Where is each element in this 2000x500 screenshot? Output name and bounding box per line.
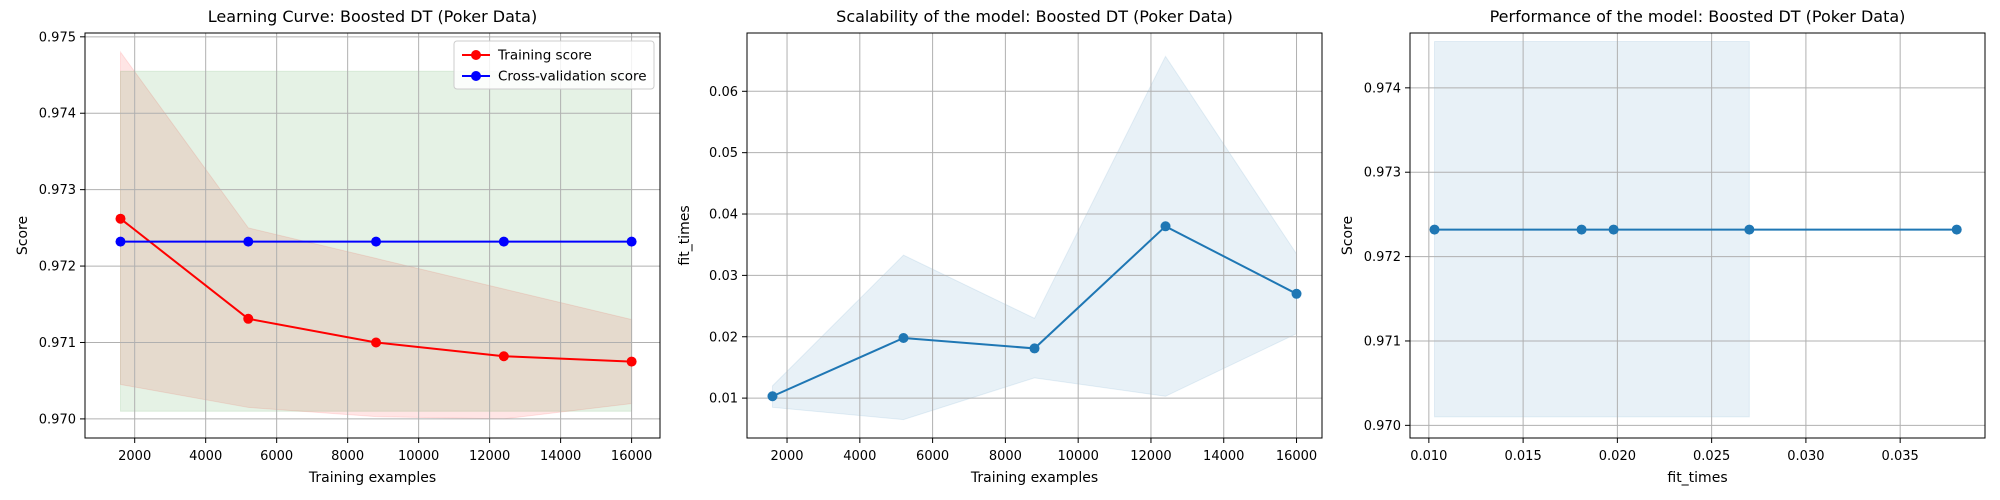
chart-title: Learning Curve: Boosted DT (Poker Data) <box>208 7 537 26</box>
y-tick-label: 0.05 <box>709 146 738 161</box>
legend-marker <box>471 50 481 60</box>
y-tick-label: 0.974 <box>39 107 76 122</box>
x-tick-label: 0.010 <box>1410 449 1447 464</box>
axes-frame <box>84 32 661 439</box>
y-tick-label: 0.971 <box>1364 334 1401 349</box>
data-point <box>243 313 254 324</box>
data-point <box>1576 224 1587 235</box>
legend-box <box>453 40 655 90</box>
chart-title: Scalability of the model: Boosted DT (Po… <box>836 7 1233 26</box>
x-tick-label: 6000 <box>260 449 293 464</box>
legend-marker <box>471 71 481 81</box>
x-tick-label: 4000 <box>189 449 222 464</box>
axes-frame <box>1409 32 1986 439</box>
data-point <box>1744 224 1755 235</box>
x-tick-label: 0.015 <box>1505 449 1542 464</box>
x-tick-label: 4000 <box>843 449 876 464</box>
data-point <box>498 236 509 247</box>
data-point <box>1429 224 1440 235</box>
y-tick-label: 0.02 <box>709 330 738 345</box>
y-tick-label: 0.972 <box>39 260 76 275</box>
legend: Training score Cross-validation score <box>453 40 655 90</box>
y-tick-label: 0.971 <box>39 336 76 351</box>
x-tick-label: 10000 <box>1057 449 1098 464</box>
data-point <box>1160 221 1171 232</box>
legend-label: Cross-validation score <box>498 69 647 85</box>
x-tick-label: 8000 <box>331 449 364 464</box>
x-tick-label: 12000 <box>1130 449 1171 464</box>
x-tick-label: 0.035 <box>1882 449 1919 464</box>
x-axis-label: Training examples <box>970 470 1098 486</box>
data-point <box>371 337 382 348</box>
y-tick-label: 0.975 <box>39 30 76 45</box>
y-tick-label: 0.04 <box>709 208 738 223</box>
y-tick-label: 0.970 <box>1364 419 1401 434</box>
x-tick-label: 0.020 <box>1599 449 1636 464</box>
y-tick-label: 0.970 <box>39 412 76 427</box>
x-tick-label: 16000 <box>1276 449 1317 464</box>
x-tick-label: 12000 <box>469 449 510 464</box>
x-axis-label: Training examples <box>308 470 436 486</box>
chart-panel-3: 0.010 0.015 0.020 0.025 0.030 0.035 0.970 0.971… <box>1340 7 1986 486</box>
data-point <box>115 236 126 247</box>
y-tick-label: 0.974 <box>1364 81 1401 96</box>
data-point <box>371 236 382 247</box>
x-tick-label: 10000 <box>398 449 439 464</box>
x-tick-label: 8000 <box>989 449 1022 464</box>
x-axis-label: fit_times <box>1667 470 1727 486</box>
y-tick-label: 0.03 <box>709 269 738 284</box>
y-axis-label: fit_times <box>677 205 693 265</box>
x-tick-label: 0.025 <box>1693 449 1730 464</box>
y-axis-label: Score <box>15 216 31 255</box>
legend-label: Training score <box>497 48 592 64</box>
y-tick-label: 0.06 <box>709 85 738 100</box>
chart-title: Performance of the model: Boosted DT (Po… <box>1490 7 1906 26</box>
data-point <box>626 356 637 367</box>
data-point <box>1291 288 1302 299</box>
data-point <box>498 351 509 362</box>
data-point <box>626 236 637 247</box>
y-tick-label: 0.972 <box>1364 250 1401 265</box>
data-point <box>767 391 778 402</box>
x-tick-label: 0.030 <box>1787 449 1824 464</box>
chart-panel-1: 2000 4000 6000 8000 10000 12000 14000 16000 0.97… <box>15 7 661 486</box>
data-point <box>1608 224 1619 235</box>
y-tick-label: 0.01 <box>709 392 738 407</box>
data-point <box>243 236 254 247</box>
chart-panel-2: 2000 4000 6000 8000 10000 12000 14000 16000 0.01… <box>677 7 1323 486</box>
axes-frame <box>746 32 1323 439</box>
x-tick-label: 14000 <box>1203 449 1244 464</box>
data-point <box>1951 224 1962 235</box>
x-tick-label: 2000 <box>118 449 151 464</box>
x-tick-label: 16000 <box>611 449 652 464</box>
data-point <box>1029 343 1040 354</box>
x-tick-label: 2000 <box>770 449 803 464</box>
x-tick-label: 14000 <box>540 449 581 464</box>
y-axis-label: Score <box>1340 216 1356 255</box>
x-tick-label: 6000 <box>916 449 949 464</box>
std-band-1 <box>771 55 1298 421</box>
data-point <box>898 332 909 343</box>
y-tick-label: 0.973 <box>39 183 76 198</box>
data-point <box>115 213 126 224</box>
y-tick-label: 0.973 <box>1364 166 1401 181</box>
